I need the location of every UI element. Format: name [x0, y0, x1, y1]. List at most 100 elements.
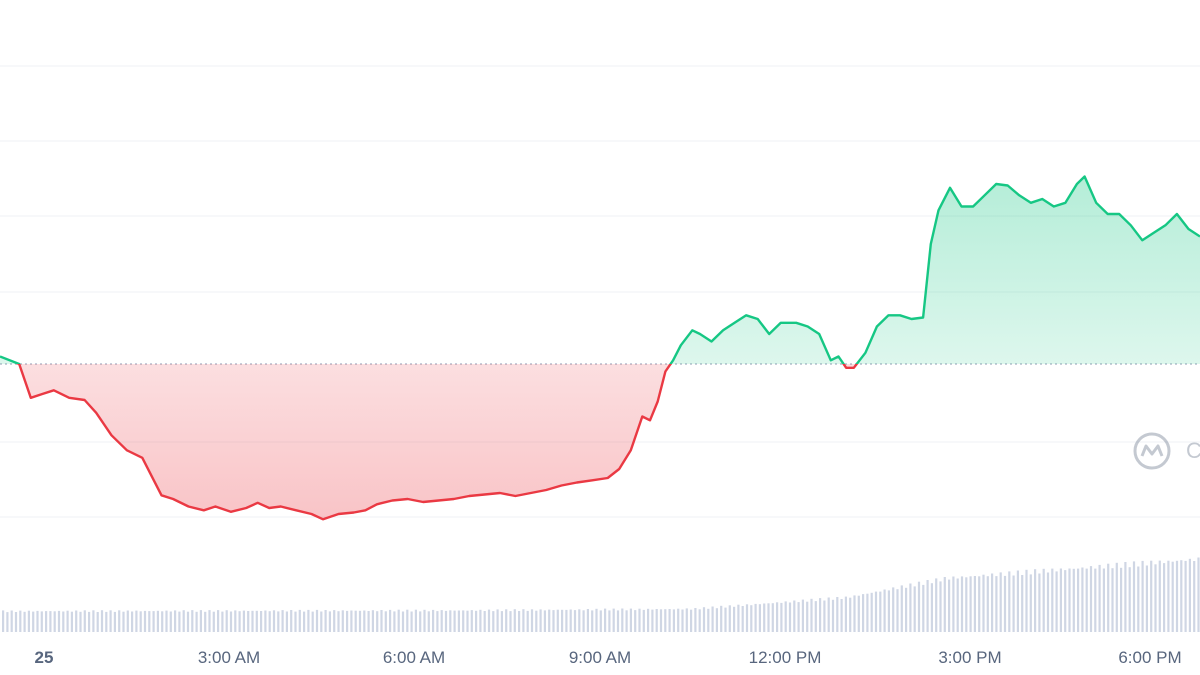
volume-bar [745, 604, 749, 632]
volume-bar [298, 609, 301, 632]
volume-bar [1102, 568, 1105, 632]
volume-bar [272, 610, 276, 632]
volume-bar [148, 611, 151, 632]
volume-bar [793, 600, 796, 632]
volume-bar [371, 610, 374, 632]
volume-bar [819, 598, 822, 632]
volume-bar [358, 610, 362, 632]
volume-bar [758, 604, 761, 632]
volume-bar [315, 609, 319, 632]
volume-bar [277, 611, 280, 632]
volume-bar [182, 610, 185, 632]
volume-bar [419, 611, 422, 632]
volume-bar [264, 610, 267, 632]
volume-bar [827, 597, 830, 632]
volume-bar [311, 611, 314, 632]
volume-bar [784, 601, 787, 632]
price-line-up [0, 175, 1200, 364]
volume-bar [892, 587, 895, 632]
volume-bar [1128, 567, 1131, 632]
volume-bar [754, 603, 757, 632]
volume-bar [1158, 560, 1161, 632]
volume-bar [883, 589, 886, 632]
volume-bar [831, 599, 835, 632]
volume-bar [27, 610, 30, 632]
volume-bar [978, 576, 981, 632]
volume-bar [135, 610, 138, 632]
volume-bar [694, 608, 697, 632]
volume-bar [724, 607, 727, 632]
volume-bar [1111, 568, 1114, 632]
volume-bar [225, 610, 228, 632]
volume-bar [638, 608, 641, 632]
volume-bar [83, 610, 86, 632]
volume-bar [100, 610, 104, 632]
volume-bar [1150, 560, 1153, 632]
volume-bar [939, 581, 942, 632]
volume-bar [612, 608, 615, 632]
volume-bar [642, 609, 645, 632]
volume-bar [290, 610, 293, 632]
volume-bar [380, 610, 383, 632]
volume-bar [75, 610, 78, 632]
volume-bar [651, 609, 654, 632]
volume-bar [737, 604, 740, 632]
volume-bar [268, 611, 271, 632]
volume-bar [535, 610, 538, 632]
volume-bar [1025, 569, 1028, 632]
volume-bar [186, 611, 190, 632]
volume-bar [483, 611, 486, 632]
volume-bar [1124, 562, 1127, 632]
volume-bar [926, 580, 929, 632]
coinmarketcap-logo-icon [1133, 432, 1171, 470]
volume-bar [1038, 573, 1041, 632]
volume-bar [526, 610, 529, 632]
volume-bar [492, 611, 495, 632]
volume-bar [118, 610, 121, 632]
volume-bar [797, 602, 800, 632]
volume-bar [887, 590, 890, 632]
volume-bar [616, 610, 620, 632]
volume-bar [836, 597, 839, 632]
volume-bar [113, 611, 116, 632]
volume-bar [156, 610, 159, 632]
volume-bar [324, 610, 327, 632]
volume-bar [956, 578, 959, 632]
volume-bar [204, 611, 207, 632]
x-tick-label: 6:00 AM [383, 648, 445, 667]
volume-bar [844, 596, 847, 632]
volume-bar [389, 609, 392, 632]
volume-bar [655, 609, 658, 632]
volume-bar [410, 611, 413, 632]
volume-bar [195, 611, 198, 632]
volume-bar [561, 609, 564, 632]
price-area-down [0, 364, 1200, 520]
volume-bar [178, 611, 181, 632]
volume-bar [152, 611, 155, 632]
volume-bar [930, 583, 933, 632]
volume-bar [548, 609, 551, 632]
volume-bar [32, 611, 35, 632]
volume-bar [423, 609, 426, 632]
volume-bar [608, 610, 611, 632]
volume-bar [857, 595, 860, 632]
volume-bar [161, 611, 164, 632]
volume-bar [565, 609, 568, 632]
volume-bar [750, 605, 753, 632]
volume-bar [1137, 566, 1140, 632]
volume-bar [728, 605, 731, 632]
volume-bar [1197, 557, 1200, 632]
volume-bar [234, 610, 237, 632]
volume-bar [105, 611, 108, 632]
volume-bar [2, 610, 5, 632]
volume-bar [853, 595, 856, 632]
volume-bar [621, 608, 624, 632]
volume-bar [647, 608, 650, 632]
volume-bar [406, 609, 409, 632]
volume-bar [1016, 570, 1019, 632]
volume-bar [1184, 560, 1187, 632]
volume-bar [49, 611, 52, 632]
volume-bar [982, 574, 985, 632]
volume-bar [1171, 561, 1174, 632]
volume-bar [586, 609, 589, 632]
